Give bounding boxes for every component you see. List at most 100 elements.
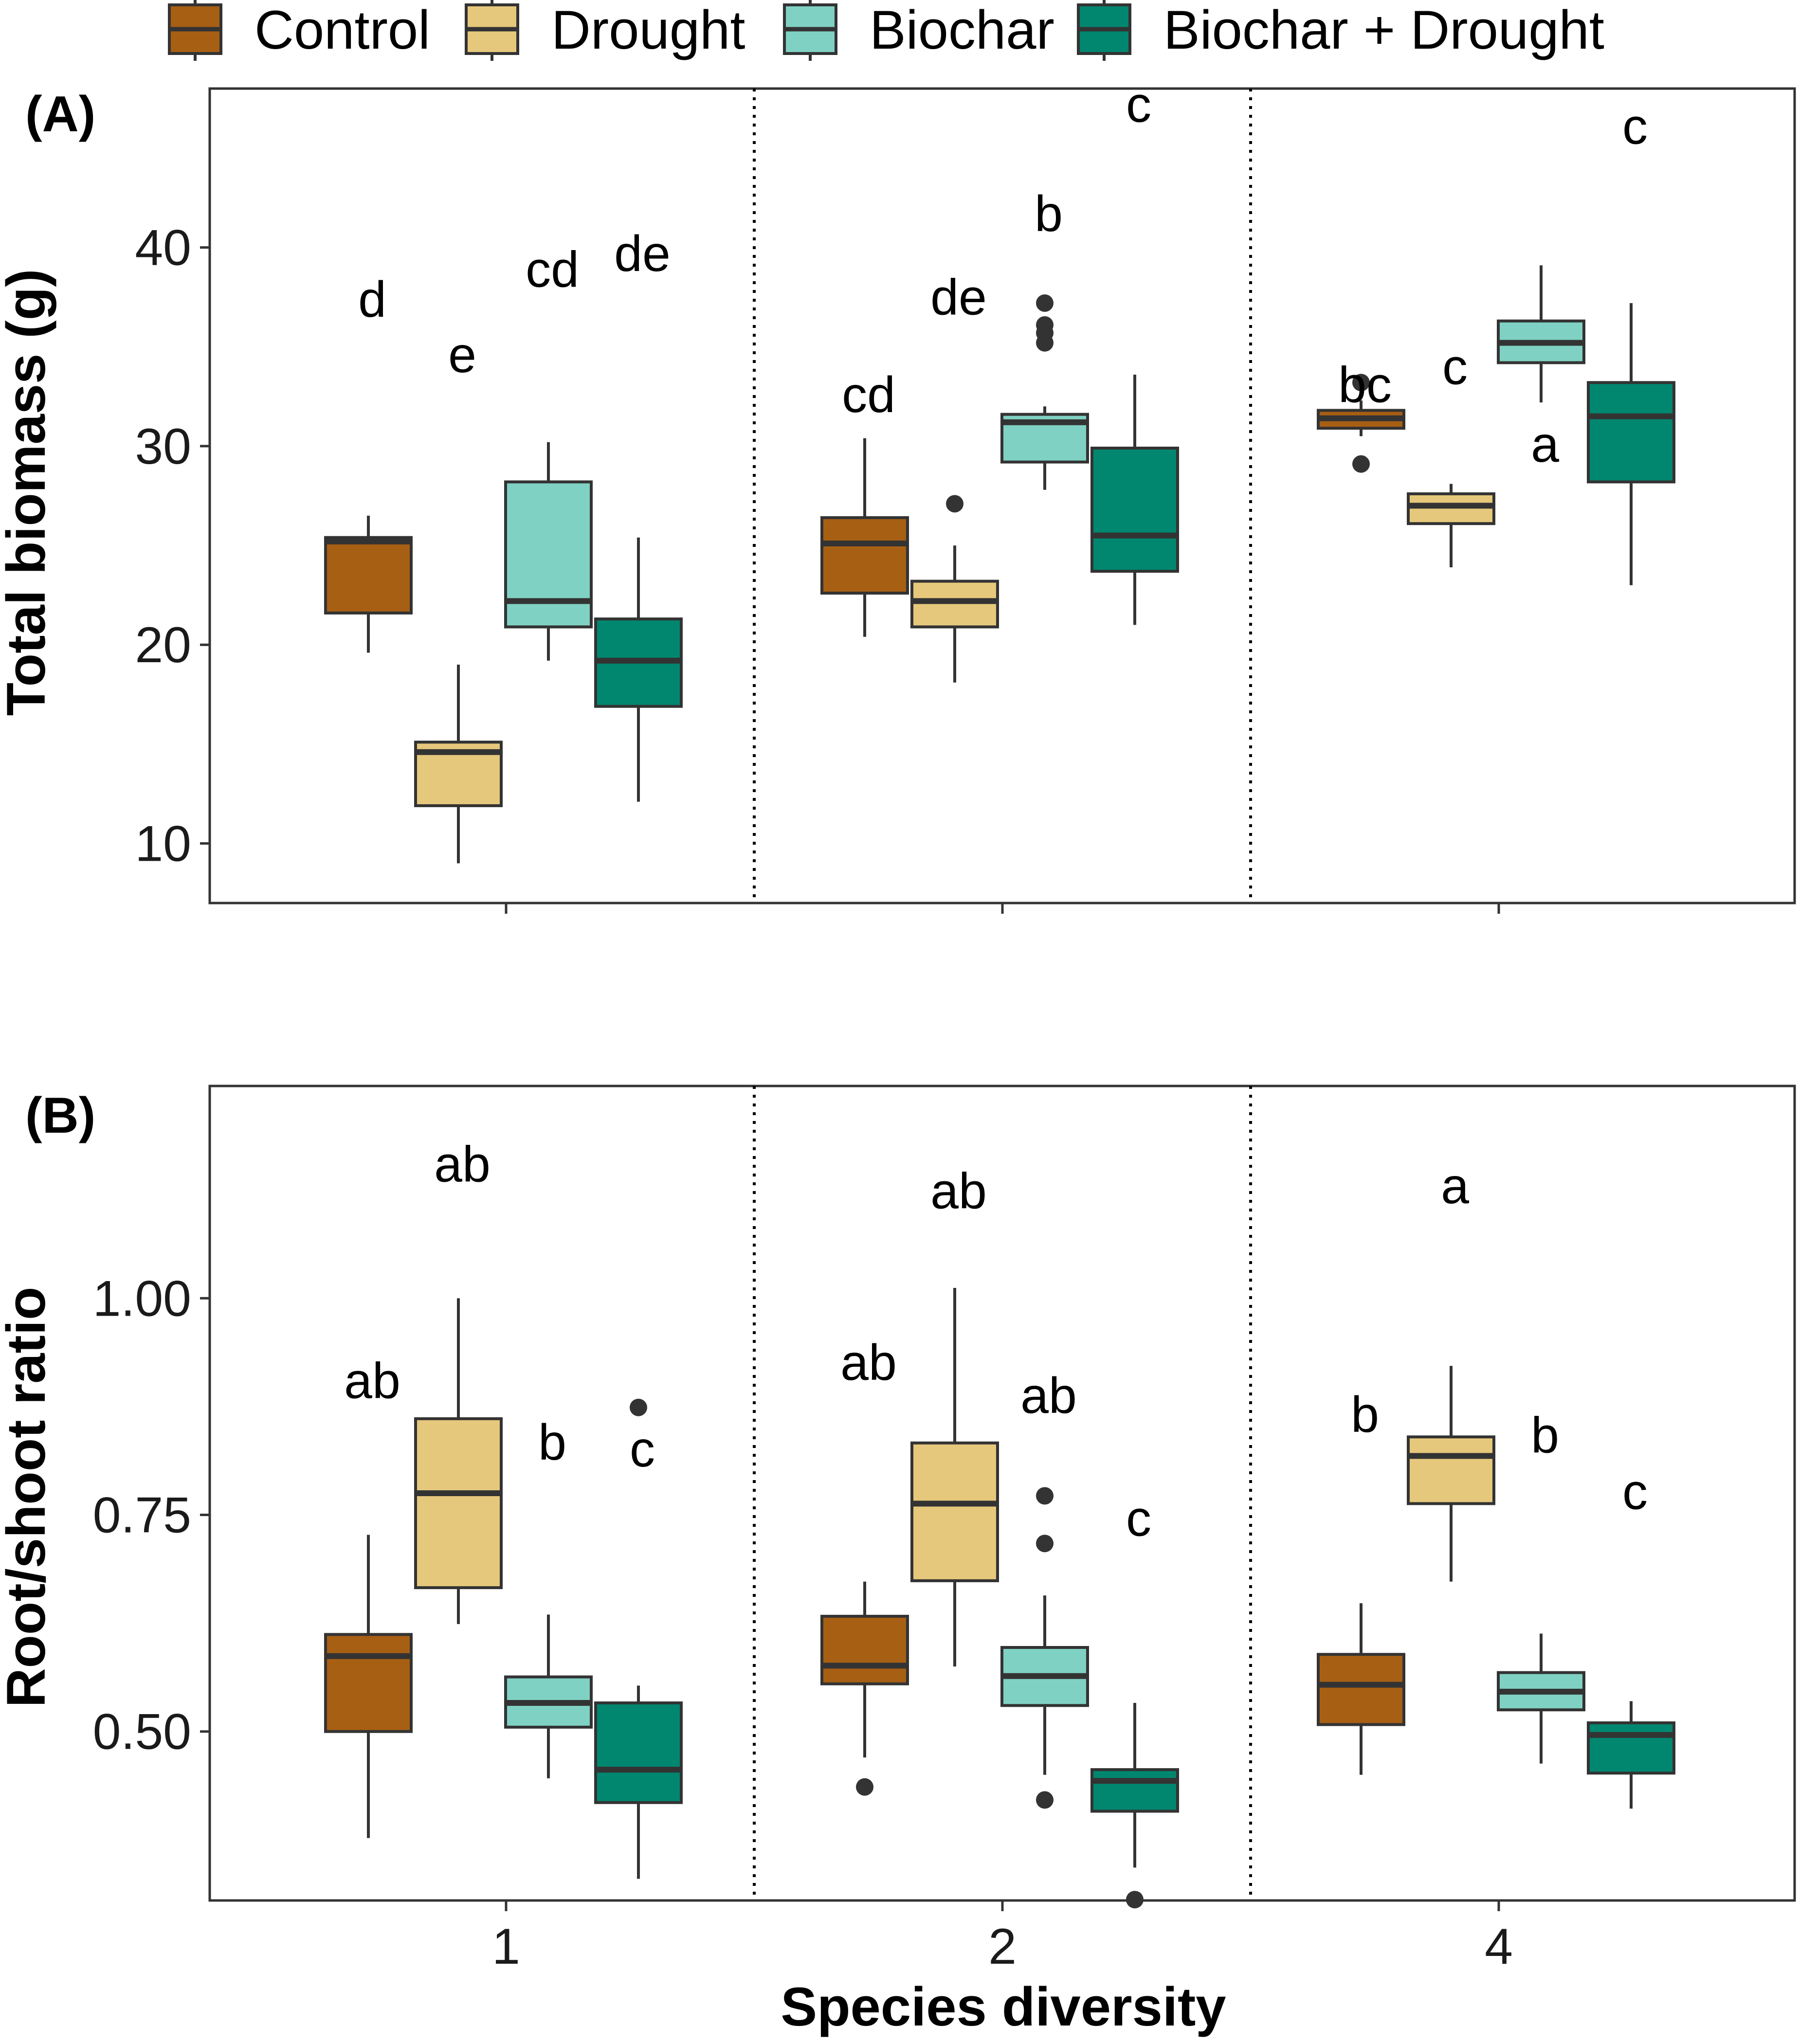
box-iqr	[324, 536, 413, 615]
significance-letter: c	[630, 1421, 655, 1478]
significance-letter: de	[930, 270, 987, 326]
panel-a-tag: (A)	[25, 86, 95, 143]
panel-b-box-biochar-drought-diversity-2: c	[1090, 1491, 1179, 1909]
box-iqr	[1090, 447, 1179, 573]
significance-letter: ab	[344, 1353, 400, 1409]
box-iqr	[1407, 492, 1495, 525]
significance-letter: c	[1442, 339, 1468, 396]
significance-letter: ab	[1020, 1368, 1077, 1424]
panel-a-y-tick-label: 40	[135, 220, 191, 276]
panel-b-box-biochar-drought-diversity-4: c	[1587, 1464, 1675, 1809]
significance-letter: c	[1126, 77, 1151, 133]
significance-letter: b	[1351, 1387, 1379, 1443]
legend-item-biochar: Biochar	[783, 0, 1054, 61]
panel-a-box-control-diversity-2: cd	[820, 367, 909, 637]
outlier-point	[1036, 316, 1054, 334]
x-tick-label-4: 4	[1485, 1918, 1513, 1975]
panel-a-box-biochar-drought-diversity-4: c	[1587, 99, 1675, 585]
panel-b-box-drought-diversity-4: a	[1407, 1158, 1495, 1582]
significance-letter: c	[1622, 99, 1648, 155]
box-iqr	[504, 480, 593, 629]
significance-letter: d	[358, 271, 386, 328]
panel-a-box-biochar-drought-diversity-1: de	[594, 226, 683, 802]
panel-a-box-biochar-diversity-4: a	[1497, 265, 1585, 473]
significance-letter: bc	[1338, 357, 1392, 413]
significance-letter: ab	[840, 1335, 897, 1391]
outlier-point	[1036, 1791, 1054, 1809]
panel-a-box-biochar-diversity-1: cd	[504, 242, 593, 661]
panel-a-box-drought-diversity-1: e	[414, 327, 503, 864]
legend-item-drought: Drought	[465, 0, 745, 61]
box-iqr	[1407, 1435, 1495, 1505]
panel-b-box-control-diversity-1: ab	[324, 1353, 413, 1838]
panel-b-box-drought-diversity-1: ab	[414, 1136, 503, 1624]
significance-letter: a	[1441, 1158, 1469, 1214]
panel-b-root-shoot-ratio: (B) Root/shoot ratio Species diversity 0…	[0, 1085, 1796, 2037]
panel-a-y-axis-title: Total biomass (g)	[0, 269, 56, 716]
significance-letter: de	[614, 226, 671, 282]
significance-letter: e	[448, 327, 476, 383]
significance-letter: c	[1126, 1491, 1151, 1547]
panel-b-box-biochar-diversity-4: b	[1497, 1408, 1585, 1764]
outlier-point	[946, 495, 963, 513]
outlier-point	[1036, 1535, 1054, 1553]
legend-label-control: Control	[254, 0, 430, 60]
panel-b-box-drought-diversity-2: ab	[910, 1163, 999, 1667]
box-iqr	[1090, 1768, 1179, 1813]
box-iqr	[1587, 381, 1675, 484]
outlier-point	[1352, 374, 1370, 392]
significance-letter: b	[1035, 186, 1063, 242]
box-iqr	[910, 1441, 999, 1582]
outlier-point	[856, 1778, 873, 1796]
panel-b-box-biochar-diversity-1: b	[504, 1414, 593, 1778]
panel-b-y-axis-title: Root/shoot ratio	[0, 1287, 56, 1708]
panel-a-box-biochar-diversity-2: b	[1000, 186, 1089, 490]
legend-label-biochar: Biochar	[870, 0, 1054, 60]
outlier-point	[1352, 455, 1370, 473]
panel-a-box-control-diversity-4: bc	[1317, 357, 1405, 473]
x-tick-label-1: 1	[492, 1918, 520, 1975]
panel-b-y-tick-label: 1.00	[93, 1270, 191, 1327]
outlier-point	[1126, 1891, 1144, 1909]
panel-a-box-biochar-drought-diversity-2: c	[1090, 77, 1179, 625]
box-iqr	[414, 1417, 503, 1590]
panel-b-box-biochar-diversity-2: ab	[1000, 1368, 1089, 1809]
panel-a-y-tick-label: 30	[135, 418, 191, 475]
significance-letter: b	[538, 1414, 566, 1471]
x-axis-title: Species diversity	[781, 1976, 1226, 2037]
significance-letter: cd	[526, 242, 579, 298]
significance-letter: c	[1622, 1464, 1648, 1520]
box-iqr	[820, 516, 909, 595]
x-tick-label-2: 2	[988, 1918, 1017, 1975]
significance-letter: ab	[930, 1163, 987, 1219]
panel-b-tag: (B)	[25, 1087, 95, 1144]
legend-label-drought: Drought	[551, 0, 745, 60]
significance-letter: cd	[842, 367, 895, 423]
significance-letter: b	[1531, 1408, 1559, 1464]
panel-a-y-tick-label: 10	[135, 816, 191, 872]
legend-label-biochar-drought: Biochar + Drought	[1163, 0, 1604, 60]
significance-letter: a	[1531, 416, 1559, 473]
outlier-point	[1036, 294, 1054, 312]
box-iqr	[594, 1701, 683, 1804]
box-iqr	[324, 1633, 413, 1733]
legend: Control Drought Biochar Biochar + Drought	[168, 0, 1604, 61]
panel-b-box-control-diversity-4: b	[1317, 1387, 1405, 1775]
panel-a-box-control-diversity-1: d	[324, 271, 413, 653]
outlier-point	[1036, 1487, 1054, 1505]
panel-b-y-tick-label: 0.75	[93, 1487, 191, 1544]
box-iqr	[1317, 1653, 1405, 1726]
box-iqr	[910, 579, 999, 629]
panel-a-y-tick-label: 20	[135, 617, 191, 673]
box-iqr	[820, 1614, 909, 1685]
legend-item-control: Control	[168, 0, 430, 61]
legend-item-biochar-drought: Biochar + Drought	[1077, 0, 1604, 61]
box-iqr	[1587, 1721, 1675, 1775]
panel-a-box-drought-diversity-4: c	[1407, 339, 1495, 567]
panel-b-y-tick-label: 0.50	[93, 1704, 191, 1760]
outlier-point	[630, 1398, 647, 1416]
significance-letter: ab	[434, 1136, 491, 1193]
panel-a-box-drought-diversity-2: de	[910, 270, 999, 683]
